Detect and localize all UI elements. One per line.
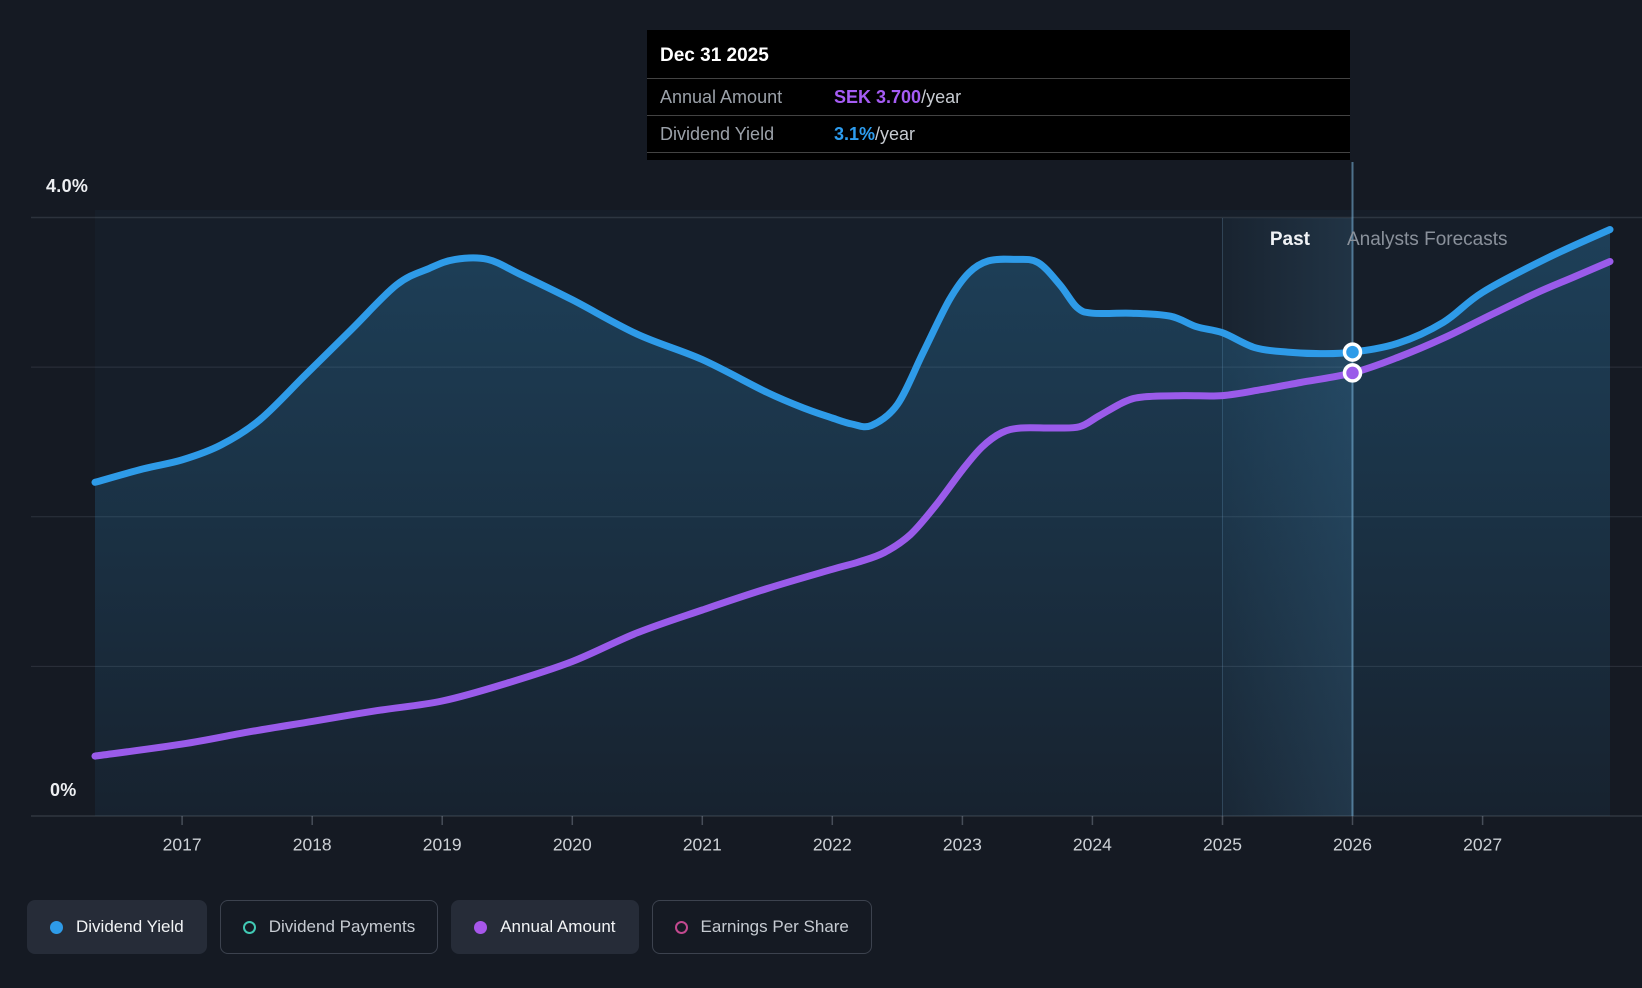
x-tick-label: 2018 bbox=[293, 835, 332, 855]
x-tick-label: 2022 bbox=[813, 835, 852, 855]
legend-button-dividend-yield[interactable]: Dividend Yield bbox=[27, 900, 207, 954]
dividend-payments-ring-icon bbox=[242, 920, 256, 934]
annual-amount-marker bbox=[1342, 363, 1363, 383]
legend-label: Dividend Payments bbox=[268, 917, 416, 936]
tooltip-suffix: /year bbox=[921, 87, 962, 107]
tooltip-row-annual-amount: Annual Amount SEK 3.700/year bbox=[647, 78, 1350, 115]
legend-button-dividend-payments[interactable]: Dividend Payments bbox=[219, 900, 439, 954]
chart-tooltip: Dec 31 2025 Annual Amount SEK 3.700/year… bbox=[647, 30, 1350, 160]
x-tick-label: 2017 bbox=[163, 835, 202, 855]
tooltip-value: SEK 3.700 bbox=[834, 87, 922, 107]
legend-label: Annual Amount bbox=[500, 917, 616, 936]
dividend-yield-area bbox=[95, 229, 1610, 816]
x-tick-label: 2020 bbox=[553, 835, 592, 855]
x-tick-label: 2023 bbox=[943, 835, 982, 855]
y-axis-label-bottom: 0% bbox=[50, 780, 77, 800]
tooltip-date: Dec 31 2025 bbox=[660, 45, 769, 66]
legend-label: Dividend Yield bbox=[76, 917, 184, 936]
legend-button-earnings-per-share[interactable]: Earnings Per Share bbox=[651, 900, 872, 954]
dividend-yield-marker bbox=[1342, 342, 1363, 362]
chart-legend: Dividend Yield Dividend Payments Annual … bbox=[27, 900, 872, 954]
dividend-yield-line bbox=[91, 226, 1614, 486]
y-axis-label-top: 4.0% bbox=[46, 176, 89, 196]
legend-button-annual-amount[interactable]: Annual Amount bbox=[451, 900, 639, 954]
past-label: Past bbox=[1269, 229, 1310, 250]
legend-label: Earnings Per Share bbox=[700, 917, 849, 936]
x-tick-label: 2024 bbox=[1073, 835, 1112, 855]
analysts-forecasts-label: Analysts Forecasts bbox=[1347, 229, 1508, 250]
x-tick-label: 2019 bbox=[423, 835, 462, 855]
tooltip-label: Dividend Yield bbox=[660, 124, 775, 144]
dividend-yield-dot-icon bbox=[50, 920, 63, 934]
tooltip-row-dividend-yield: Dividend Yield 3.1%/year bbox=[647, 115, 1350, 153]
annual-amount-dot-icon bbox=[474, 920, 488, 934]
x-tick-label: 2021 bbox=[683, 835, 722, 855]
earnings-per-share-ring-icon bbox=[674, 920, 688, 934]
tooltip-value: 3.1% bbox=[834, 124, 876, 144]
tooltip-label: Annual Amount bbox=[660, 87, 783, 107]
tooltip-suffix: /year bbox=[875, 124, 916, 144]
x-tick-label: 2026 bbox=[1333, 835, 1372, 855]
x-tick-label: 2025 bbox=[1203, 835, 1242, 855]
x-tick-label: 2027 bbox=[1463, 835, 1502, 855]
